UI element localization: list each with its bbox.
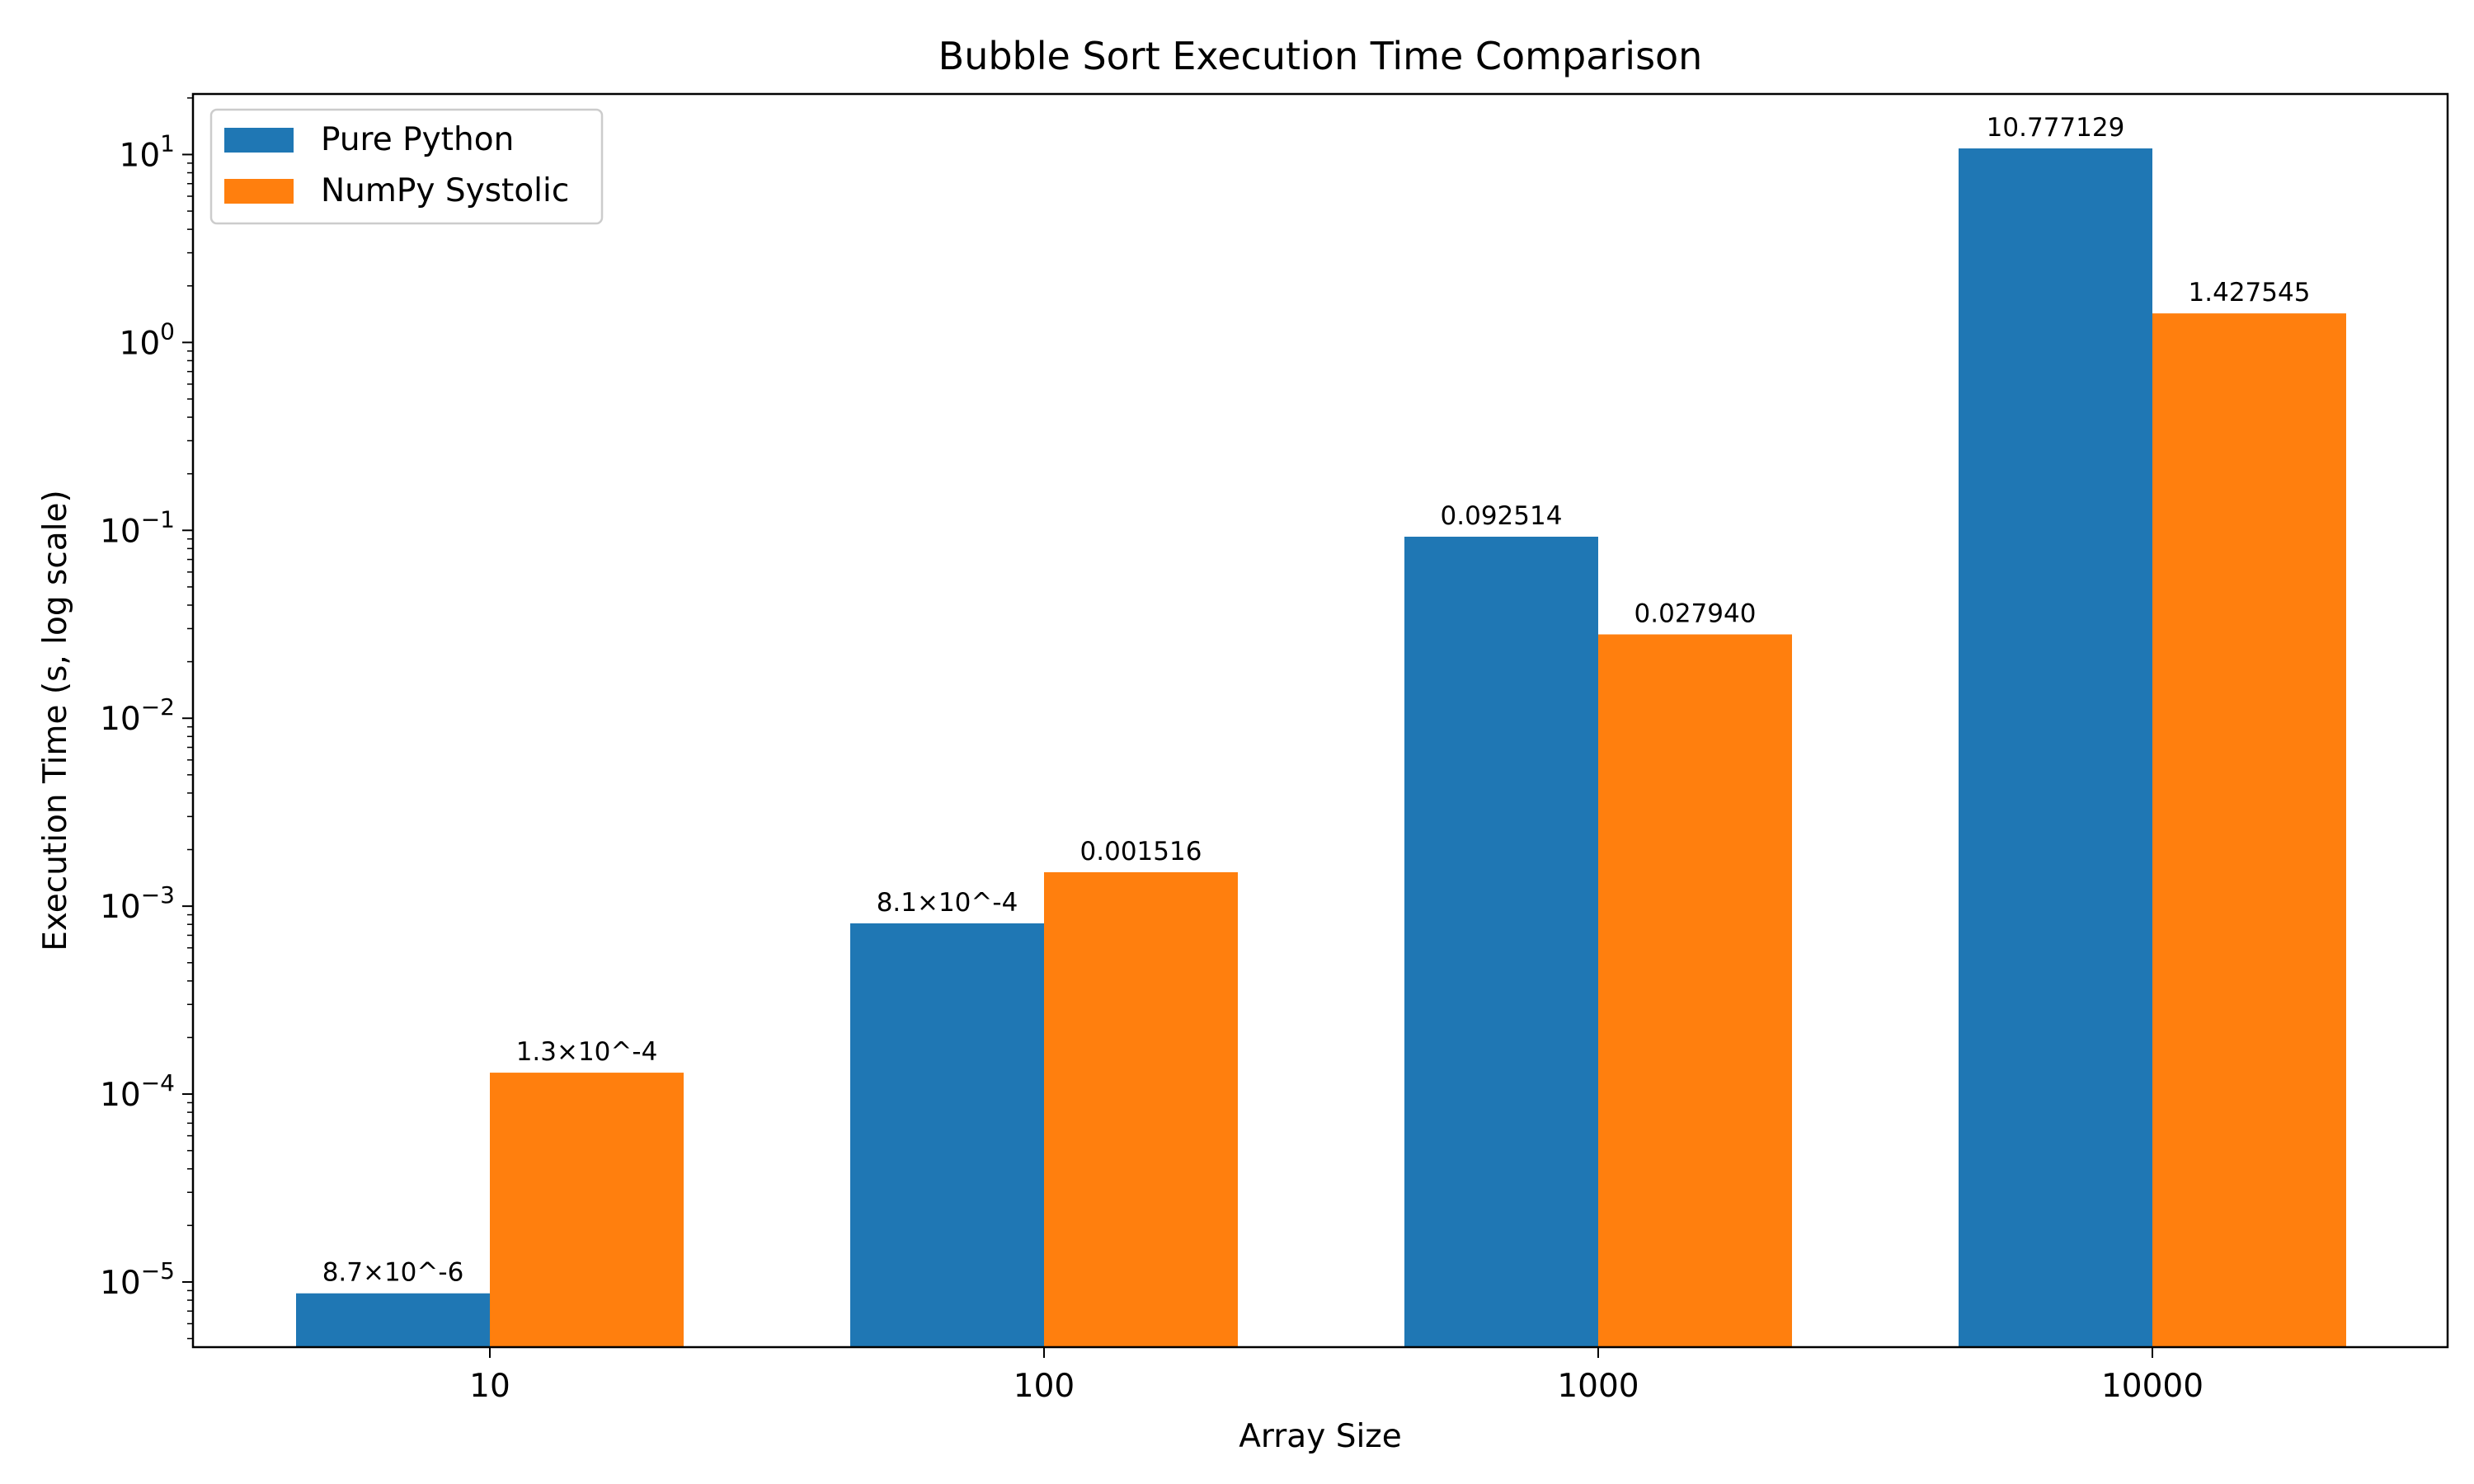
legend-label-numpy-systolic: NumPy Systolic: [321, 172, 569, 209]
bar-value-label: 0.092514: [1441, 501, 1563, 531]
x-tick-label: 100: [1014, 1368, 1075, 1405]
bar-value-label: 1.3×10^-4: [516, 1037, 658, 1067]
bar-numpy-systolic-100[interactable]: [1044, 871, 1238, 1347]
legend-swatch-pure-python: [224, 128, 294, 153]
bar-numpy-systolic-10[interactable]: [490, 1073, 684, 1347]
y-tick-label: 10−5: [100, 1257, 175, 1302]
y-tick-label: 10−4: [100, 1069, 175, 1114]
bar-pure-python-1000[interactable]: [1404, 536, 1598, 1347]
bar-value-label: 0.027940: [1634, 599, 1757, 628]
bar-value-label: 1.427545: [2189, 278, 2311, 308]
x-axis-label: Array Size: [1239, 1418, 1402, 1455]
y-tick-label: 10−2: [100, 693, 175, 738]
bar-numpy-systolic-10000[interactable]: [2152, 313, 2346, 1347]
y-axis-label: Execution Time (s, log scale): [37, 490, 74, 951]
chart-title: Bubble Sort Execution Time Comparison: [938, 34, 1703, 78]
bar-value-label: 0.001516: [1080, 837, 1202, 866]
y-axis: 10−5 10−4 10−3 10−2 10−1 100 101: [100, 97, 193, 1340]
bars-group: [296, 148, 2346, 1348]
x-tick-label: 10000: [2101, 1368, 2204, 1405]
legend[interactable]: Pure Python NumPy Systolic: [209, 108, 604, 225]
legend-box: [209, 108, 604, 225]
bar-pure-python-100[interactable]: [850, 923, 1044, 1347]
bar-value-label: 8.7×10^-6: [322, 1258, 464, 1288]
y-tick-label: 101: [120, 129, 175, 174]
plot-frame: [191, 92, 2449, 1349]
y-tick-label: 10−3: [100, 881, 175, 926]
bar-labels-group: 8.7×10^-6 1.3×10^-4 8.1×10^-4 0.001516 0.092…: [322, 113, 2311, 1288]
x-tick-label: 1000: [1557, 1368, 1639, 1405]
x-tick-label: 10: [469, 1368, 510, 1405]
bar-pure-python-10000[interactable]: [1959, 148, 2152, 1348]
legend-swatch-numpy-systolic: [224, 179, 294, 204]
x-axis: 10 100 1000 10000: [469, 1347, 2204, 1405]
bar-pure-python-10[interactable]: [296, 1293, 490, 1347]
bar-value-label: 10.777129: [1987, 113, 2125, 143]
y-tick-label: 10−1: [100, 505, 175, 550]
y-tick-label: 100: [120, 317, 175, 362]
bar-value-label: 8.1×10^-4: [877, 888, 1018, 918]
bar-numpy-systolic-1000[interactable]: [1598, 634, 1792, 1347]
legend-label-pure-python: Pure Python: [321, 121, 514, 158]
